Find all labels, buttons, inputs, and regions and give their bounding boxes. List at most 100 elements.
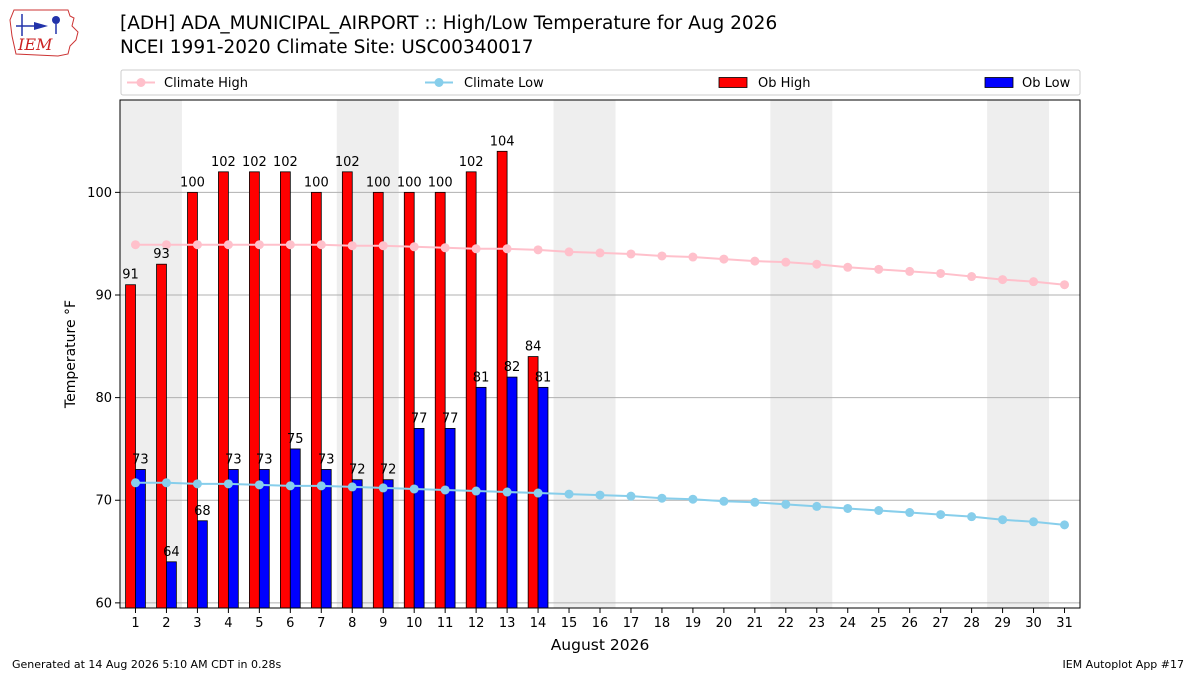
climate-high-point xyxy=(812,259,822,269)
ob-high-bar xyxy=(249,171,260,609)
ob-high-bar-label: 91 xyxy=(122,268,139,283)
x-tick-label: 22 xyxy=(778,616,795,631)
climate-high-point xyxy=(564,247,574,257)
ob-high-bar xyxy=(125,284,136,609)
ob-low-bar-label: 82 xyxy=(504,360,521,375)
x-tick-label: 9 xyxy=(379,616,387,631)
ob-low-bar xyxy=(166,561,177,609)
climate-low-point xyxy=(967,512,977,522)
x-tick-label: 14 xyxy=(530,616,547,631)
ob-high-bar-label: 102 xyxy=(459,155,484,170)
x-tick-label: 10 xyxy=(406,616,423,631)
climate-low-point xyxy=(316,481,326,491)
weekend-shade xyxy=(770,100,833,608)
ob-low-bar-label: 68 xyxy=(194,504,211,519)
climate-high-point xyxy=(688,252,698,262)
y-tick-label: 100 xyxy=(87,186,112,201)
y-tick-label: 90 xyxy=(95,288,112,303)
climate-high-point xyxy=(1060,280,1070,290)
climate-low-point xyxy=(130,478,140,488)
climate-high-point xyxy=(130,240,140,250)
climate-lines xyxy=(130,240,1070,530)
app-id: IEM Autoplot App #17 xyxy=(1062,658,1185,671)
x-tick-label: 23 xyxy=(809,616,826,631)
ob-high-bar-label: 100 xyxy=(428,175,453,190)
ob-low-bar xyxy=(537,386,549,609)
x-tick-label: 21 xyxy=(747,616,764,631)
x-tick-label: 8 xyxy=(348,616,356,631)
climate-high-point xyxy=(843,262,853,272)
climate-high-point xyxy=(998,275,1008,285)
ob-low-bar xyxy=(258,469,270,609)
x-tick-label: 25 xyxy=(870,616,887,631)
climate-low-point xyxy=(502,487,512,497)
x-tick-label: 11 xyxy=(437,616,454,631)
legend-climate-high-marker xyxy=(136,78,146,87)
climate-low-point xyxy=(595,490,605,500)
climate-low-point xyxy=(874,506,884,516)
y-tick-label: 70 xyxy=(95,494,112,509)
ob-high-bar xyxy=(434,191,446,609)
climate-low-point xyxy=(998,515,1008,525)
x-tick-label: 15 xyxy=(561,616,578,631)
climate-high-point xyxy=(409,242,419,252)
ob-low-bar-label: 73 xyxy=(225,452,242,467)
ob-low-bar xyxy=(197,520,208,609)
climate-low-point xyxy=(471,486,481,496)
climate-low-point xyxy=(409,484,419,494)
climate-high-point xyxy=(285,240,295,250)
climate-low-point xyxy=(564,489,574,499)
climate-high-point xyxy=(750,256,760,266)
climate-high-point xyxy=(223,240,233,250)
ob-high-bar xyxy=(280,171,291,609)
legend-ob-low-swatch xyxy=(984,77,1014,88)
bar-labels: 91 93 100 102 102 102 100 102 100 100 100 102 104 84 7… xyxy=(122,134,551,560)
climate-high-point xyxy=(192,240,202,250)
climate-low-point xyxy=(440,485,450,495)
iem-logo: IEM xyxy=(9,9,79,57)
climate-high-point xyxy=(533,245,543,255)
ob-low-bar xyxy=(382,479,394,609)
x-tick-label: 16 xyxy=(592,616,609,631)
climate-high-point xyxy=(502,244,512,254)
ob-high-bar-label: 100 xyxy=(397,175,422,190)
ob-high-bar-label: 100 xyxy=(304,175,329,190)
climate-high-point xyxy=(254,240,264,250)
ob-high-bar xyxy=(341,171,353,609)
ob-high-bar-label: 102 xyxy=(211,155,236,170)
ob-low-bar-label: 72 xyxy=(349,463,366,478)
x-tick-label: 1 xyxy=(131,616,139,631)
legend-climate-low-label: Climate Low xyxy=(464,76,544,91)
ob-high-bar-label: 102 xyxy=(273,155,298,170)
x-tick-label: 31 xyxy=(1056,616,1073,631)
ob-low-bar xyxy=(289,448,301,609)
ob-low-bar xyxy=(413,428,425,609)
ob-low-bar xyxy=(227,469,239,609)
weekend-shade xyxy=(987,100,1050,608)
ob-low-bar xyxy=(444,428,456,609)
climate-high-point xyxy=(347,241,357,251)
x-axis-label: August 2026 xyxy=(551,636,650,654)
climate-high-point xyxy=(967,272,977,282)
climate-high-point xyxy=(626,249,636,259)
ob-high-bar-label: 104 xyxy=(490,134,515,149)
climate-low-point xyxy=(533,488,543,498)
ob-low-bar-label: 81 xyxy=(473,370,490,385)
x-tick-label: 26 xyxy=(901,616,918,631)
ob-high-bar-label: 102 xyxy=(242,155,267,170)
y-tick-label: 60 xyxy=(95,596,112,611)
ob-high-bar xyxy=(218,171,229,609)
ob-low-bar xyxy=(320,469,332,609)
climate-high-point xyxy=(161,240,171,250)
x-tick-label: 12 xyxy=(468,616,485,631)
climate-low-point xyxy=(254,480,264,490)
climate-low-point xyxy=(719,496,729,506)
legend-ob-high-label: Ob High xyxy=(758,76,811,91)
ob-high-bar-label: 100 xyxy=(366,175,391,190)
climate-high-point xyxy=(378,241,388,251)
climate-low-point xyxy=(905,508,915,518)
y-axis-label: Temperature °F xyxy=(63,300,79,409)
climate-low-point xyxy=(347,482,357,492)
x-tick-label: 20 xyxy=(716,616,733,631)
